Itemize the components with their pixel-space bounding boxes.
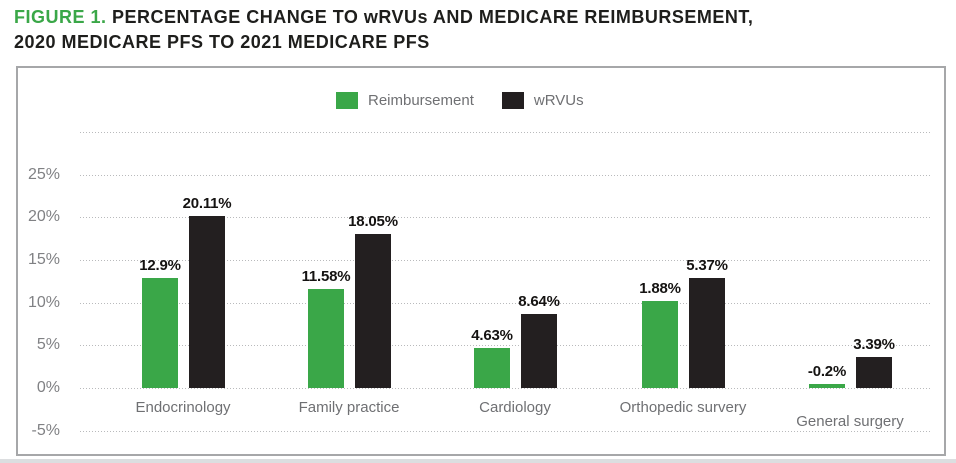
- chart-panel: Reimbursement wRVUs 25% 20% 15% 10% 5% 0% -5% 12…: [16, 66, 946, 456]
- x-axis-category-label: Endocrinology: [135, 399, 231, 416]
- figure-title-line2: 2020 MEDICARE PFS TO 2021 MEDICARE PFS: [14, 32, 430, 52]
- chart-legend: Reimbursement wRVUs: [336, 92, 584, 109]
- figure-title-line1-text: PERCENTAGE CHANGE TO wRVUs AND MEDICARE …: [106, 7, 754, 27]
- figure-title-line1: FIGURE 1. PERCENTAGE CHANGE TO wRVUs AND…: [14, 5, 753, 30]
- gridline: [80, 260, 932, 261]
- bar-reimbursement-4: [642, 301, 678, 388]
- gridline: [80, 132, 932, 133]
- y-axis-tick-label: 15%: [27, 251, 60, 268]
- y-axis-tick-label: -5%: [31, 422, 60, 439]
- bar-reimbursement-5: [809, 384, 845, 388]
- page-bottom-strip: [0, 459, 956, 463]
- legend-label: Reimbursement: [368, 92, 474, 109]
- bar-reimbursement-1: [142, 278, 178, 388]
- y-axis-tick-label: 0%: [36, 379, 60, 396]
- bar-reimbursement-3: [474, 348, 510, 388]
- bar-reimbursement-2: [308, 289, 344, 388]
- bar-wrvus-1: [189, 216, 225, 388]
- legend-item-wrvus: wRVUs: [501, 92, 584, 109]
- bar-value-label: 1.88%: [639, 280, 681, 297]
- bar-wrvus-3: [521, 314, 557, 388]
- bar-wrvus-2: [355, 234, 391, 388]
- bar-value-label: 8.64%: [518, 293, 560, 310]
- gridline: [80, 345, 932, 346]
- bar-value-label: 4.63%: [471, 327, 513, 344]
- gridline: [80, 175, 932, 176]
- bar-wrvus-5: [856, 357, 892, 388]
- bar-value-label: 3.39%: [853, 336, 895, 353]
- bar-value-label: 20.11%: [182, 195, 232, 212]
- x-axis-category-label: Orthopedic survery: [619, 399, 747, 416]
- bar-value-label: 12.9%: [139, 257, 181, 274]
- figure-title: FIGURE 1. PERCENTAGE CHANGE TO wRVUs AND…: [14, 5, 753, 55]
- bar-value-label: -0.2%: [807, 363, 847, 380]
- y-axis-tick-label: 25%: [27, 166, 60, 183]
- x-axis-category-label: General surgery: [796, 413, 904, 430]
- y-axis-tick-label: 5%: [36, 336, 60, 353]
- bar-value-label: 11.58%: [301, 268, 351, 285]
- x-axis-category-label: Cardiology: [479, 399, 551, 416]
- legend-item-reimbursement: Reimbursement: [336, 92, 474, 109]
- gridline: [80, 388, 932, 389]
- bar-value-label: 5.37%: [686, 257, 728, 274]
- y-axis-tick-label: 10%: [27, 294, 60, 311]
- legend-label: wRVUs: [533, 92, 584, 109]
- figure-number-label: FIGURE 1.: [14, 7, 107, 27]
- legend-swatch-wrvus: [501, 92, 524, 109]
- gridline: [80, 217, 932, 218]
- gridline: [80, 431, 932, 432]
- bar-value-label: 18.05%: [348, 213, 398, 230]
- y-axis-tick-label: 20%: [27, 208, 60, 225]
- gridline: [80, 303, 932, 304]
- bar-wrvus-4: [689, 278, 725, 388]
- legend-swatch-reimbursement: [336, 92, 358, 109]
- x-axis-category-label: Family practice: [298, 399, 400, 416]
